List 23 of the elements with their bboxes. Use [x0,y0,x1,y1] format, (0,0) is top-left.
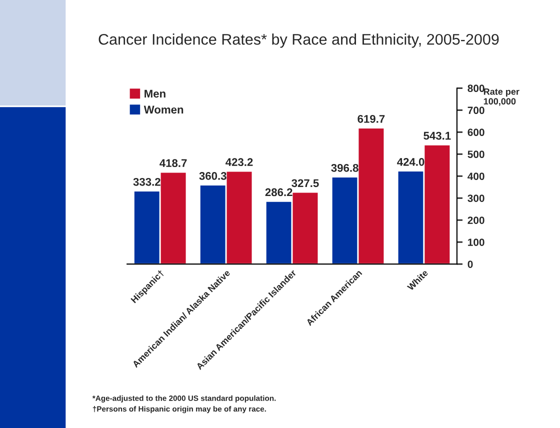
data-label: 286.2 [265,188,292,196]
y-axis-title: Rate per 100,000 [484,88,520,106]
y-tick-label: 800 [468,84,484,92]
legend-label: Men [144,90,166,98]
data-label: 423.2 [226,158,253,166]
legend-label: Women [144,106,184,114]
data-label: 333.2 [133,178,160,186]
data-label: 619.7 [358,114,385,123]
chart-title: Cancer Incidence Rates* by Race and Ethnicity, 2005-2009 [98,34,499,48]
y-tick-label: 700 [468,106,484,114]
y-tick-label: 100 [468,238,484,246]
data-label: 543.1 [424,132,451,140]
y-tick-label: 300 [468,194,484,202]
data-label: 327.5 [292,179,319,188]
y-tick-label: 400 [468,172,484,180]
data-label: 418.7 [160,159,187,168]
y-tick-label: 600 [468,128,484,136]
y-tick-label: 0 [468,260,473,268]
y-tick-label: 200 [468,216,484,224]
data-label: 424.0 [397,158,424,166]
data-label: 396.8 [331,164,358,172]
data-label: 360.3 [199,172,226,180]
y-tick-label: 500 [468,150,484,158]
